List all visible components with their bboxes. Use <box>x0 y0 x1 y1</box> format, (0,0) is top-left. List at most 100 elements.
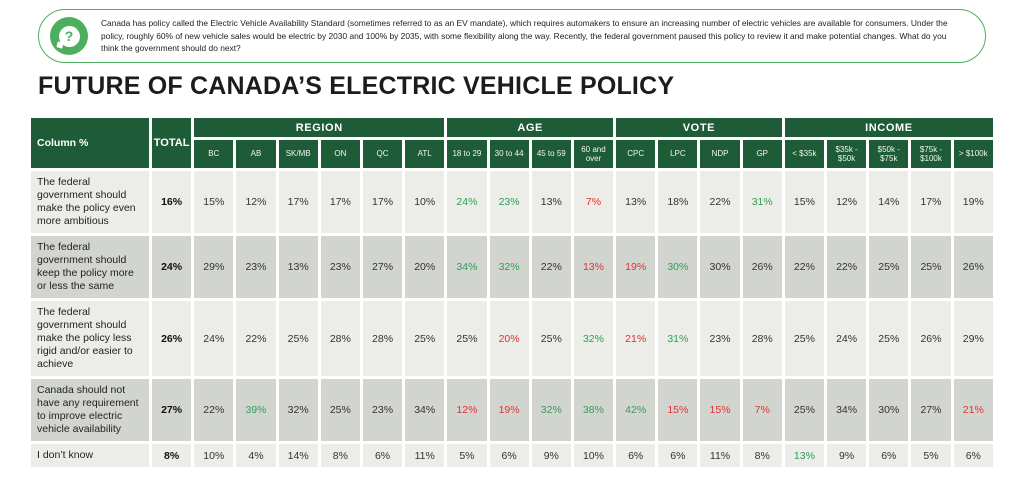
crosstab-table-container: Column % TOTAL REGION AGE VOTE INCOME BC AB SK/M… <box>28 115 996 470</box>
table-cell: 25% <box>405 301 445 377</box>
table-cell: 12% <box>827 171 867 234</box>
table-cell: 26% <box>911 301 951 377</box>
table-cell: 10% <box>194 444 234 468</box>
question-mark-icon: ? <box>50 17 88 55</box>
row-label: I don’t know <box>31 444 149 468</box>
row-label: The federal government should make the p… <box>31 171 149 234</box>
table-cell: 9% <box>531 444 571 468</box>
corner-header: Column % <box>31 118 149 168</box>
table-cell: 17% <box>911 171 951 234</box>
table-cell: 27% <box>362 236 403 299</box>
table-cell: 31% <box>742 171 782 234</box>
table-cell: 4% <box>236 444 276 468</box>
table-cell: 24% <box>827 301 867 377</box>
table-cell: 13% <box>573 236 614 299</box>
table-cell: 13% <box>278 236 318 299</box>
table-cell: 15% <box>194 171 234 234</box>
table-cell: 30% <box>869 379 909 442</box>
table-cell: 21% <box>616 301 656 377</box>
table-cell: 7% <box>742 379 782 442</box>
table-cell: 12% <box>236 171 276 234</box>
table-cell: 32% <box>489 236 529 299</box>
table-cell: 28% <box>742 301 782 377</box>
table-cell: 17% <box>320 171 360 234</box>
table-cell: 34% <box>405 379 445 442</box>
total-cell: 27% <box>152 379 192 442</box>
column-header: 30 to 44 <box>489 140 529 168</box>
table-cell: 34% <box>447 236 487 299</box>
table-cell: 32% <box>573 301 614 377</box>
table-cell: 39% <box>236 379 276 442</box>
table-cell: 5% <box>447 444 487 468</box>
table-cell: 38% <box>573 379 614 442</box>
column-group-header: VOTE <box>616 118 782 137</box>
column-group-header: REGION <box>194 118 445 137</box>
column-header: SK/MB <box>278 140 318 168</box>
total-cell: 16% <box>152 171 192 234</box>
table-cell: 6% <box>869 444 909 468</box>
column-header: 60 and over <box>573 140 614 168</box>
table-cell: 25% <box>869 236 909 299</box>
column-header: BC <box>194 140 234 168</box>
column-header: LPC <box>658 140 698 168</box>
table-cell: 19% <box>489 379 529 442</box>
table-cell: 26% <box>953 236 993 299</box>
page-title: FUTURE OF CANADA’S ELECTRIC VEHICLE POLI… <box>38 72 675 100</box>
table-cell: 22% <box>784 236 824 299</box>
table-cell: 7% <box>573 171 614 234</box>
row-label: The federal government should make the p… <box>31 301 149 377</box>
table-cell: 22% <box>531 236 571 299</box>
table-cell: 25% <box>320 379 360 442</box>
table-cell: 13% <box>531 171 571 234</box>
table-cell: 29% <box>194 236 234 299</box>
column-header: $75k - $100k <box>911 140 951 168</box>
column-header: < $35k <box>784 140 824 168</box>
table-cell: 15% <box>700 379 740 442</box>
table-cell: 14% <box>278 444 318 468</box>
table-cell: 6% <box>489 444 529 468</box>
table-cell: 25% <box>531 301 571 377</box>
header-sub-row: BC AB SK/MB ON QC ATL 18 to 29 30 to 44 45 to 59… <box>31 140 993 168</box>
table-cell: 24% <box>194 301 234 377</box>
table-cell: 25% <box>784 379 824 442</box>
survey-question-text: Canada has policy called the Electric Ve… <box>101 18 948 54</box>
total-cell: 24% <box>152 236 192 299</box>
total-cell: 26% <box>152 301 192 377</box>
table-cell: 34% <box>827 379 867 442</box>
column-header: > $100k <box>953 140 993 168</box>
table-row: I don’t know 8% 10% 4% 14% 8% 6% 11% 5% 6% 9% 10% 6%… <box>31 444 993 468</box>
table-cell: 24% <box>447 171 487 234</box>
table-cell: 31% <box>658 301 698 377</box>
table-cell: 22% <box>827 236 867 299</box>
table-cell: 23% <box>236 236 276 299</box>
table-cell: 11% <box>700 444 740 468</box>
table-cell: 6% <box>362 444 403 468</box>
table-cell: 5% <box>911 444 951 468</box>
table-cell: 13% <box>616 171 656 234</box>
header-group-row: Column % TOTAL REGION AGE VOTE INCOME <box>31 118 993 168</box>
column-header: 45 to 59 <box>531 140 571 168</box>
column-header: GP <box>742 140 782 168</box>
column-group-header: AGE <box>447 118 614 137</box>
table-cell: 30% <box>700 236 740 299</box>
column-header: $35k - $50k <box>827 140 867 168</box>
table-cell: 17% <box>278 171 318 234</box>
table-cell: 20% <box>489 301 529 377</box>
table-row: Canada should not have any requirement t… <box>31 379 993 442</box>
table-cell: 15% <box>658 379 698 442</box>
table-cell: 6% <box>658 444 698 468</box>
table-cell: 25% <box>869 301 909 377</box>
table-cell: 12% <box>447 379 487 442</box>
row-label: Canada should not have any requirement t… <box>31 379 149 442</box>
table-cell: 22% <box>700 171 740 234</box>
table-cell: 11% <box>405 444 445 468</box>
table-cell: 20% <box>405 236 445 299</box>
table-cell: 30% <box>658 236 698 299</box>
column-header: CPC <box>616 140 656 168</box>
table-cell: 21% <box>953 379 993 442</box>
table-cell: 17% <box>362 171 403 234</box>
table-cell: 8% <box>742 444 782 468</box>
table-cell: 18% <box>658 171 698 234</box>
table-cell: 23% <box>320 236 360 299</box>
table-row: The federal government should make the p… <box>31 171 993 234</box>
